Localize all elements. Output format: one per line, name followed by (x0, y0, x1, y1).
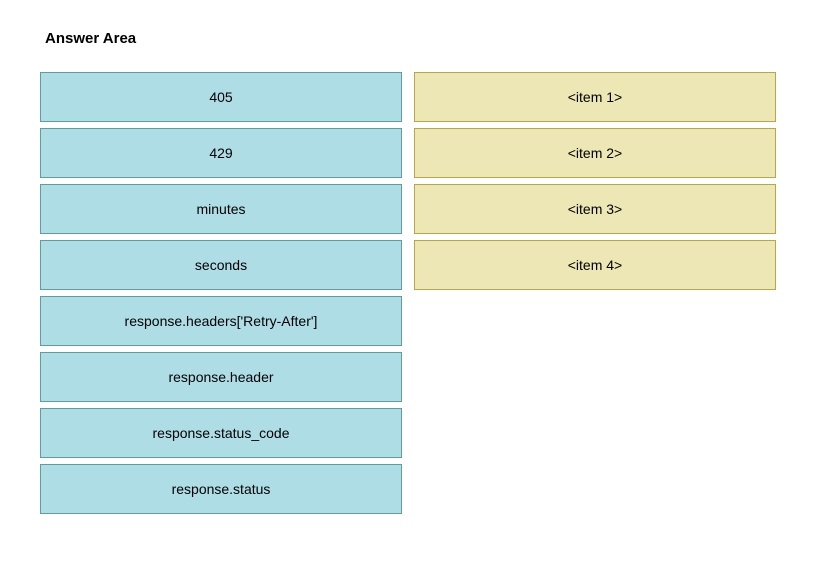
source-column: 405 429 minutes seconds response.headers… (40, 72, 402, 514)
source-item-label: response.status_code (153, 425, 290, 441)
source-item[interactable]: 429 (40, 128, 402, 178)
target-slot-label: <item 4> (568, 257, 622, 273)
source-item-label: minutes (196, 201, 245, 217)
source-item-label: response.status (172, 481, 271, 497)
source-item[interactable]: response.status_code (40, 408, 402, 458)
source-item[interactable]: response.header (40, 352, 402, 402)
target-slot[interactable]: <item 2> (414, 128, 776, 178)
target-slot-label: <item 1> (568, 89, 622, 105)
target-slot[interactable]: <item 1> (414, 72, 776, 122)
target-slot[interactable]: <item 3> (414, 184, 776, 234)
source-item-label: 429 (209, 145, 232, 161)
source-item[interactable]: response.headers['Retry-After'] (40, 296, 402, 346)
target-column: <item 1> <item 2> <item 3> <item 4> (414, 72, 776, 514)
source-item[interactable]: 405 (40, 72, 402, 122)
source-item-label: response.headers['Retry-After'] (125, 313, 318, 329)
source-item-label: 405 (209, 89, 232, 105)
source-item-label: response.header (168, 369, 273, 385)
source-item[interactable]: response.status (40, 464, 402, 514)
answer-area-columns: 405 429 minutes seconds response.headers… (40, 72, 788, 514)
source-item[interactable]: minutes (40, 184, 402, 234)
source-item[interactable]: seconds (40, 240, 402, 290)
page-title: Answer Area (45, 30, 788, 47)
target-slot[interactable]: <item 4> (414, 240, 776, 290)
source-item-label: seconds (195, 257, 247, 273)
target-slot-label: <item 3> (568, 201, 622, 217)
target-slot-label: <item 2> (568, 145, 622, 161)
